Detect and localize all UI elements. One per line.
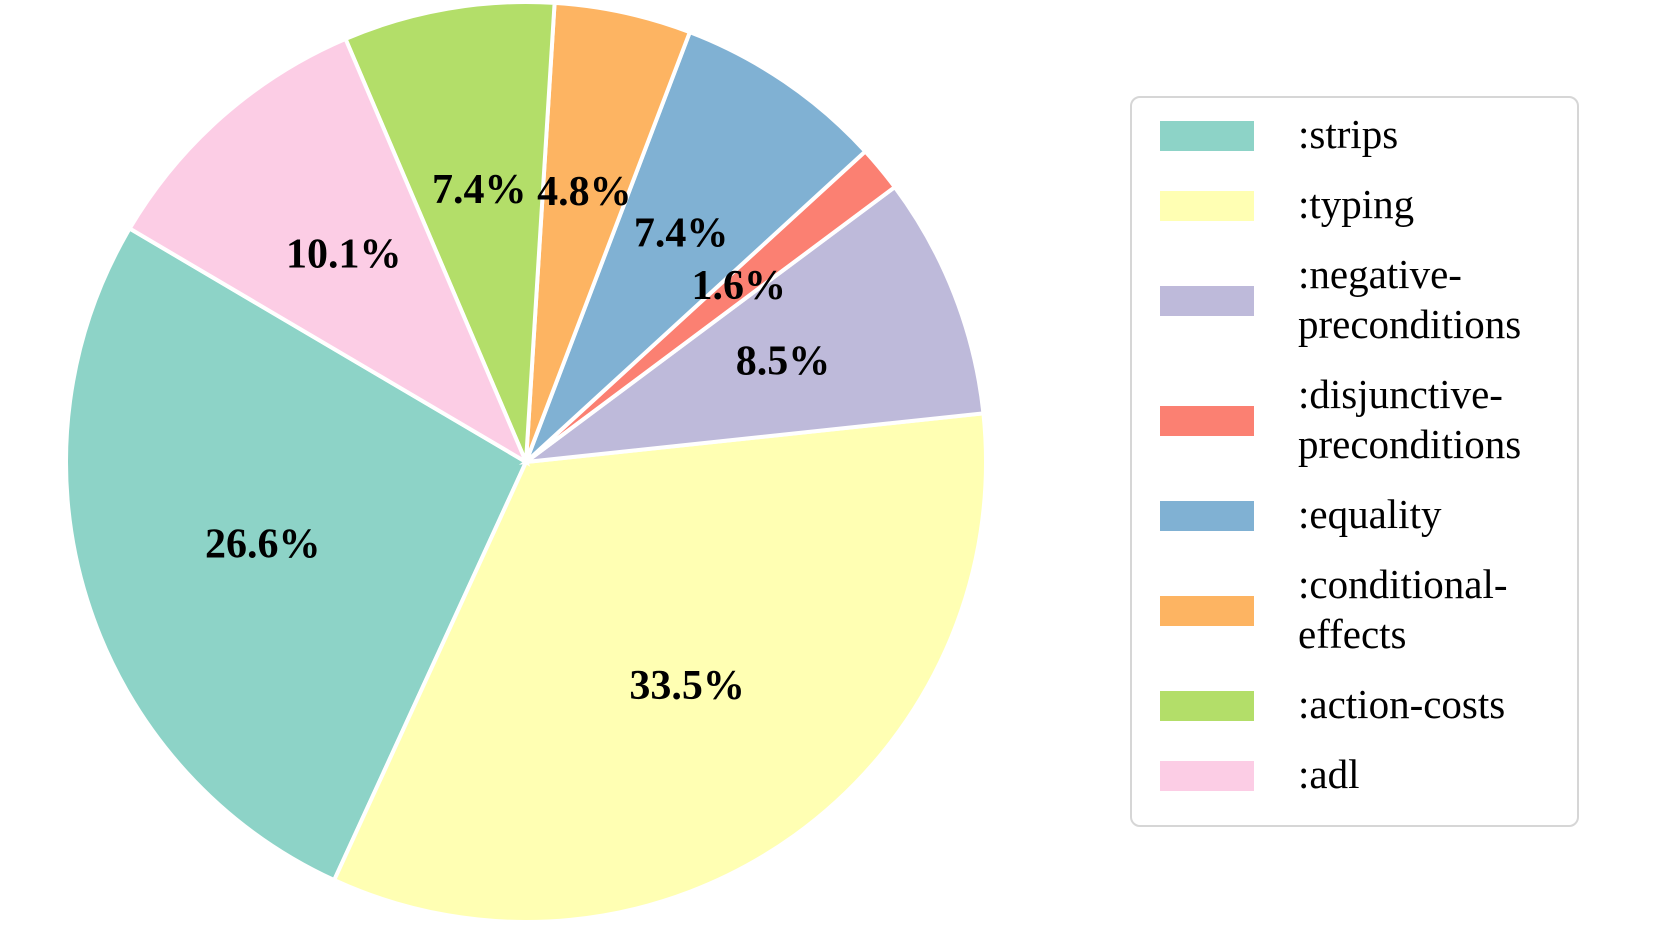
pie-slices: [63, 0, 988, 924]
legend-swatch-4: [1160, 406, 1254, 436]
legend-swatch-8: [1160, 761, 1254, 791]
pie-slice-label-7: 7.4%: [432, 167, 527, 213]
legend-label-line: :action-costs: [1298, 681, 1505, 727]
legend-label-line: :strips: [1298, 111, 1398, 157]
pie-slice-label-2: 33.5%: [629, 663, 745, 709]
pie-slice-2: [331, 411, 988, 924]
legend-swatch-6: [1160, 596, 1254, 626]
legend-label-6: :conditional-effects: [1298, 561, 1508, 657]
legend-label-line: :conditional-: [1298, 561, 1508, 607]
legend-swatch-5: [1160, 501, 1254, 531]
legend-label-8: :adl: [1298, 751, 1359, 797]
legend-label-line: :typing: [1298, 181, 1414, 227]
legend-frame: [1130, 96, 1579, 827]
legend-label-line: :equality: [1298, 491, 1442, 537]
pie-slice-label-4: 1.6%: [691, 263, 786, 309]
legend-label-line: effects: [1298, 611, 1407, 657]
legend-label-line: :negative-: [1298, 251, 1462, 297]
legend-label-4: :disjunctive-preconditions: [1298, 371, 1521, 467]
pie-slice-label-3: 8.5%: [736, 338, 831, 384]
legend-label-line: preconditions: [1298, 301, 1521, 347]
legend-entries: :strips:typing:negative-preconditions:di…: [1160, 111, 1521, 797]
legend-swatch-2: [1160, 191, 1254, 221]
legend-label-2: :typing: [1298, 181, 1414, 227]
legend: :strips:typing:negative-preconditions:di…: [1130, 96, 1579, 827]
legend-label-line: preconditions: [1298, 421, 1521, 467]
legend-swatch-1: [1160, 121, 1254, 151]
pie-slice-labels: 26.6% 33.5% 8.5% 1.6% 7.4%4.8%7.4% 10.1%: [205, 167, 830, 709]
pie-slice-1: [63, 225, 529, 883]
pie-slice-7: [342, 0, 557, 463]
legend-swatch-7: [1160, 691, 1254, 721]
legend-label-3: :negative-preconditions: [1298, 251, 1521, 347]
legend-label-line: :disjunctive-: [1298, 371, 1503, 417]
pie-slice-label-1: 26.6%: [205, 522, 321, 568]
legend-label-7: :action-costs: [1298, 681, 1505, 727]
legend-label-1: :strips: [1298, 111, 1398, 157]
pie-slice-8: [126, 36, 531, 467]
pie-slice-label-5: 7.4%: [634, 211, 729, 257]
pie-slice-label-8: 10.1%: [286, 232, 402, 278]
legend-swatch-3: [1160, 286, 1254, 316]
pie-slice-label-6: 4.8%: [537, 169, 632, 215]
pie-slice-5: [524, 29, 869, 464]
legend-label-5: :equality: [1298, 491, 1442, 537]
pie-slice-3: [518, 184, 986, 465]
legend-label-line: :adl: [1298, 751, 1359, 797]
